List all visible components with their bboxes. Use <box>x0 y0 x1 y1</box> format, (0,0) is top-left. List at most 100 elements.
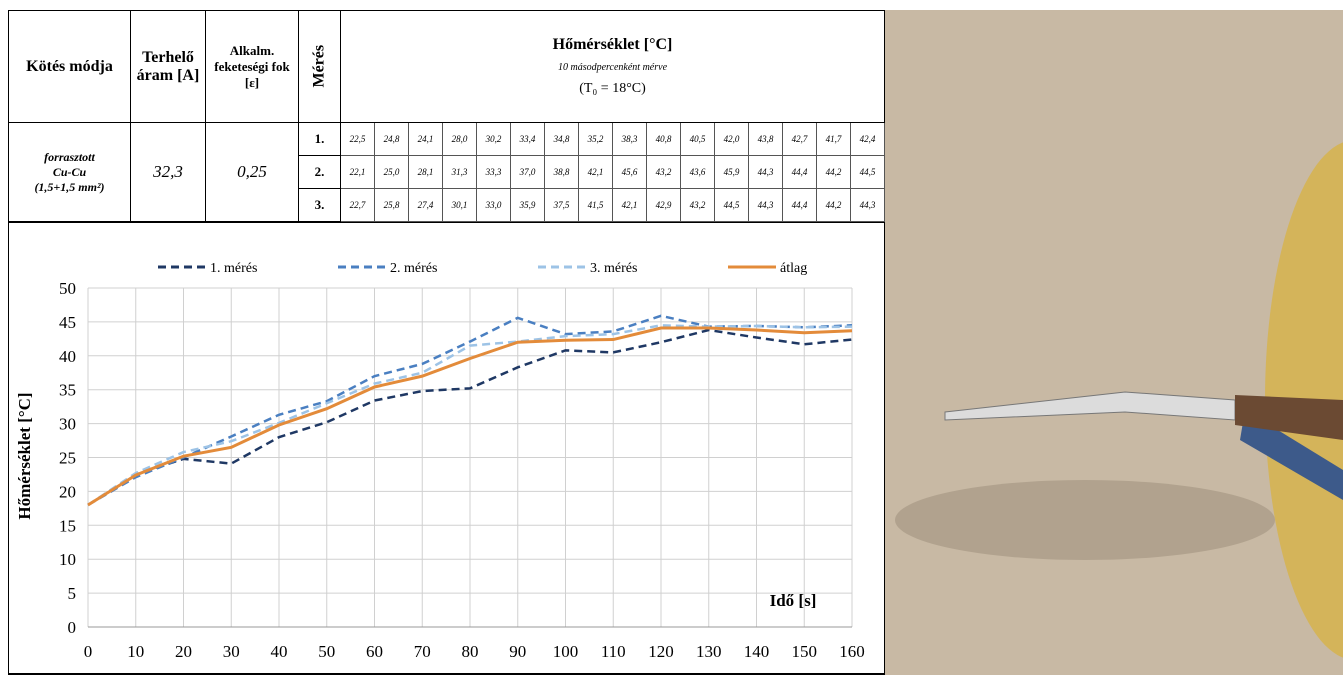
value-cell: 43,6 <box>680 155 715 189</box>
x-tick-label: 20 <box>175 642 192 661</box>
joint-cell: forrasztott Cu-Cu (1,5+1,5 mm²) <box>8 122 131 222</box>
value-cell: 38,3 <box>612 122 647 156</box>
value-cell: 45,6 <box>612 155 647 189</box>
legend-label: 3. mérés <box>590 261 637 276</box>
joint-text: Cu-Cu <box>52 164 87 179</box>
x-tick-label: 120 <box>648 642 674 661</box>
x-tick-label: 70 <box>414 642 431 661</box>
x-tick-label: 60 <box>366 642 383 661</box>
value-cell: 25,8 <box>374 188 409 222</box>
header: Mérés <box>298 10 341 123</box>
value-cell: 44,5 <box>850 155 885 189</box>
y-tick-label: 50 <box>59 279 76 298</box>
value-cell: 27,4 <box>408 188 443 222</box>
data-table: Kötés módja Terhelő áram [A] Alkalm. fek… <box>8 10 885 222</box>
value-cell: 37,0 <box>510 155 545 189</box>
value-cell: 44,2 <box>816 155 851 189</box>
x-tick-label: 150 <box>792 642 818 661</box>
x-tick-label: 10 <box>127 642 144 661</box>
value-cell: 33,4 <box>510 122 545 156</box>
x-tick-label: 140 <box>744 642 770 661</box>
value-cell: 44,4 <box>782 188 817 222</box>
photo-insulation-brown <box>1235 395 1343 440</box>
y-tick-label: 25 <box>59 449 76 468</box>
x-tick-label: 40 <box>271 642 288 661</box>
value-cell: 43,2 <box>646 155 681 189</box>
value-cell: 43,8 <box>748 122 783 156</box>
value-cell: 30,2 <box>476 122 511 156</box>
x-tick-label: 90 <box>509 642 526 661</box>
value-cell: 24,1 <box>408 122 443 156</box>
x-tick-label: 0 <box>84 642 93 661</box>
value-cell: 22,1 <box>340 155 375 189</box>
photo <box>885 0 1343 675</box>
series-line <box>87 314 853 507</box>
header: Kötés módja <box>8 10 131 123</box>
header-cell: Hőmérséklet [°C] 10 másodpercenként mérv… <box>340 10 885 123</box>
joint-text: forrasztott <box>44 149 95 164</box>
y-tick-label: 45 <box>59 313 76 332</box>
y-tick-label: 5 <box>68 584 77 603</box>
value-cell: 44,2 <box>816 188 851 222</box>
chart-frame <box>8 222 885 675</box>
header-row: Kötés módja Terhelő áram [A] Alkalm. fek… <box>8 10 885 123</box>
series-line <box>87 328 853 507</box>
series-line <box>87 326 853 507</box>
value-cell: 41,7 <box>816 122 851 156</box>
value-cell: 22,7 <box>340 188 375 222</box>
y-tick-label: 10 <box>59 550 76 569</box>
legend-label: átlag <box>780 261 807 276</box>
legend-label: 2. mérés <box>390 261 437 276</box>
value-cell: 25,0 <box>374 155 409 189</box>
photo-margin <box>885 0 1343 10</box>
value-cell: 30,1 <box>442 188 477 222</box>
value-cell: 35,9 <box>510 188 545 222</box>
value-cell: 44,5 <box>714 188 749 222</box>
value-cell: 35,2 <box>578 122 613 156</box>
value-cell: 42,7 <box>782 122 817 156</box>
header: Hőmérséklet [°C] <box>552 36 673 53</box>
chart: Hőmérséklet [°C] Idő [s] 0 5 10 15 20 25 30 35 4… <box>8 222 885 675</box>
header-text: Mérés <box>310 44 328 87</box>
x-tick-label: 110 <box>601 642 626 661</box>
value-cell: 38,8 <box>544 155 579 189</box>
subtitle: 10 másodpercenként mérve <box>557 62 668 73</box>
value-cell: 42,1 <box>612 188 647 222</box>
value-cell: 40,8 <box>646 122 681 156</box>
x-tick-label: 130 <box>696 642 722 661</box>
x-tick-label: 100 <box>553 642 579 661</box>
value-cell: 28,1 <box>408 155 443 189</box>
value-cell: 37,5 <box>544 188 579 222</box>
legend-label: 1. mérés <box>210 261 257 276</box>
value-cell: 42,0 <box>714 122 749 156</box>
photo-background <box>885 0 1343 675</box>
x-axis-label: Idő [s] <box>770 591 817 610</box>
y-tick-label: 40 <box>59 347 76 366</box>
value-cell: 22,5 <box>340 122 375 156</box>
value-cell: 24,8 <box>374 122 409 156</box>
header: Terhelő áram [A] <box>130 10 206 123</box>
row-label: 2. <box>298 155 341 189</box>
current-cell: 32,3 <box>130 122 206 222</box>
value-cell: 33,3 <box>476 155 511 189</box>
row-label: 3. <box>298 188 341 222</box>
value-cell: 41,5 <box>578 188 613 222</box>
value-cell: 31,3 <box>442 155 477 189</box>
data-row: 3. 22,7 25,8 27,4 30,1 33,0 35,9 37,5 41,5 42,1 42… <box>9 188 885 222</box>
photo-shadow <box>895 480 1275 560</box>
y-tick-label: 0 <box>68 618 77 637</box>
value-cell: 42,1 <box>578 155 613 189</box>
value-cell: 34,8 <box>544 122 579 156</box>
value-cell: 44,3 <box>748 188 783 222</box>
value-cell: 44,3 <box>748 155 783 189</box>
value-cell: 42,4 <box>850 122 885 156</box>
x-tick-label: 50 <box>318 642 335 661</box>
data-row: 2. 22,1 25,0 28,1 31,3 33,3 37,0 38,8 42,1 45,6 43… <box>9 155 885 189</box>
y-tick-label: 30 <box>59 415 76 434</box>
value-cell: 42,9 <box>646 188 681 222</box>
y-tick-label: 15 <box>59 516 76 535</box>
value-cell: 43,2 <box>680 188 715 222</box>
x-tick-label: 30 <box>223 642 240 661</box>
value-cell: 44,4 <box>782 155 817 189</box>
